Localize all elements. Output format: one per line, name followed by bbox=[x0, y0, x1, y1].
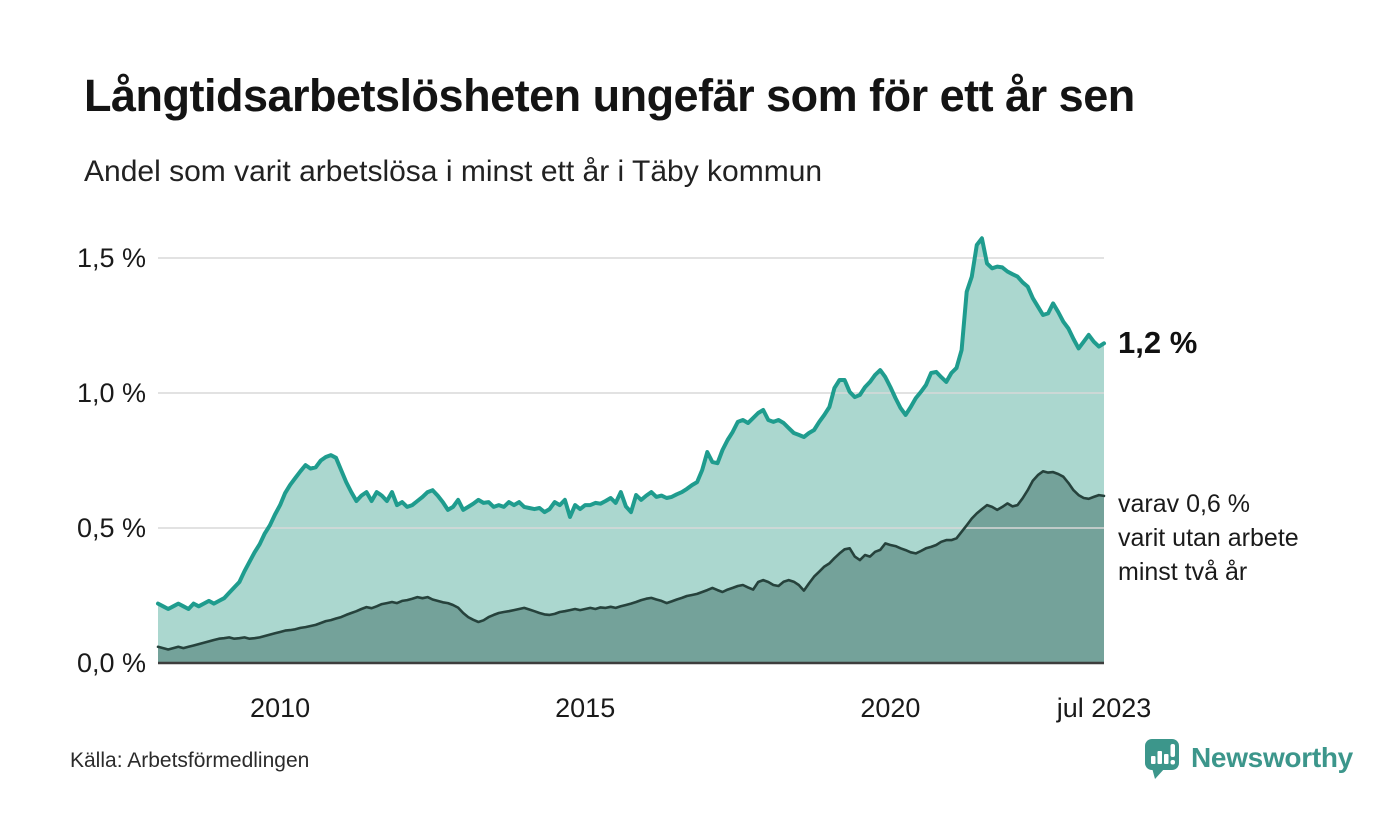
page-title: Långtidsarbetslösheten ungefär som för e… bbox=[84, 70, 1135, 121]
page-subtitle: Andel som varit arbetslösa i minst ett å… bbox=[84, 155, 823, 188]
two-year-annotation: varav 0,6 % varit utan arbete minst två … bbox=[1118, 487, 1299, 589]
x-axis-label: 2015 bbox=[555, 693, 616, 723]
two-year-annotation-line2: varit utan arbete bbox=[1118, 524, 1299, 552]
series-area-1 bbox=[158, 471, 1104, 663]
y-axis-label: 1,0 % bbox=[76, 378, 146, 408]
x-axis-label: 2010 bbox=[250, 693, 311, 723]
series-line-1 bbox=[156, 470, 1106, 651]
two-year-annotation-line1: varav 0,6 % bbox=[1118, 490, 1251, 518]
latest-value-annotation: 1,2 % bbox=[1118, 325, 1198, 360]
x-axis-label: 2020 bbox=[860, 693, 921, 723]
source-credit: Källa: Arbetsförmedlingen bbox=[70, 749, 310, 772]
y-axis-label: 0,0 % bbox=[76, 648, 146, 678]
y-axis-label: 1,5 % bbox=[76, 243, 146, 273]
y-axis-label: 0,5 % bbox=[76, 513, 146, 543]
x-axis-label: jul 2023 bbox=[1056, 693, 1152, 723]
newsworthy-icon bbox=[1145, 739, 1179, 779]
series-line-0 bbox=[156, 236, 1106, 611]
two-year-annotation-line3: minst två år bbox=[1118, 558, 1248, 586]
brand-name: Newsworthy bbox=[1191, 742, 1353, 773]
brand-logo: Newsworthy bbox=[1142, 737, 1353, 779]
